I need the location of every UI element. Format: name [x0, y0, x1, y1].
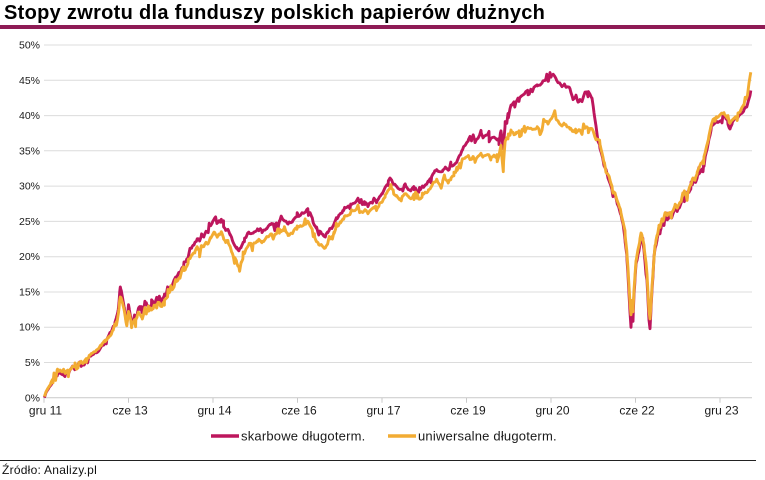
svg-text:5%: 5%	[25, 357, 40, 369]
svg-text:uniwersalne długoterm.: uniwersalne długoterm.	[418, 429, 557, 444]
svg-text:10%: 10%	[19, 322, 40, 334]
svg-text:45%: 45%	[19, 75, 40, 87]
svg-text:cze 22: cze 22	[619, 404, 655, 418]
svg-text:15%: 15%	[19, 287, 40, 299]
svg-text:cze 13: cze 13	[112, 404, 148, 418]
svg-text:20%: 20%	[19, 251, 40, 263]
svg-text:gru 23: gru 23	[704, 404, 738, 418]
svg-text:50%: 50%	[19, 40, 40, 52]
svg-text:25%: 25%	[19, 216, 40, 228]
svg-text:cze 19: cze 19	[450, 404, 486, 418]
svg-text:cze 16: cze 16	[281, 404, 317, 418]
svg-text:35%: 35%	[19, 145, 40, 157]
svg-text:skarbowe długoterm.: skarbowe długoterm.	[241, 429, 365, 444]
svg-text:gru 20: gru 20	[535, 404, 569, 418]
svg-text:30%: 30%	[19, 181, 40, 193]
svg-text:gru 17: gru 17	[366, 404, 400, 418]
svg-text:0%: 0%	[25, 392, 40, 404]
svg-text:40%: 40%	[19, 110, 40, 122]
svg-text:gru 11: gru 11	[29, 404, 62, 418]
svg-text:gru 14: gru 14	[197, 404, 231, 418]
